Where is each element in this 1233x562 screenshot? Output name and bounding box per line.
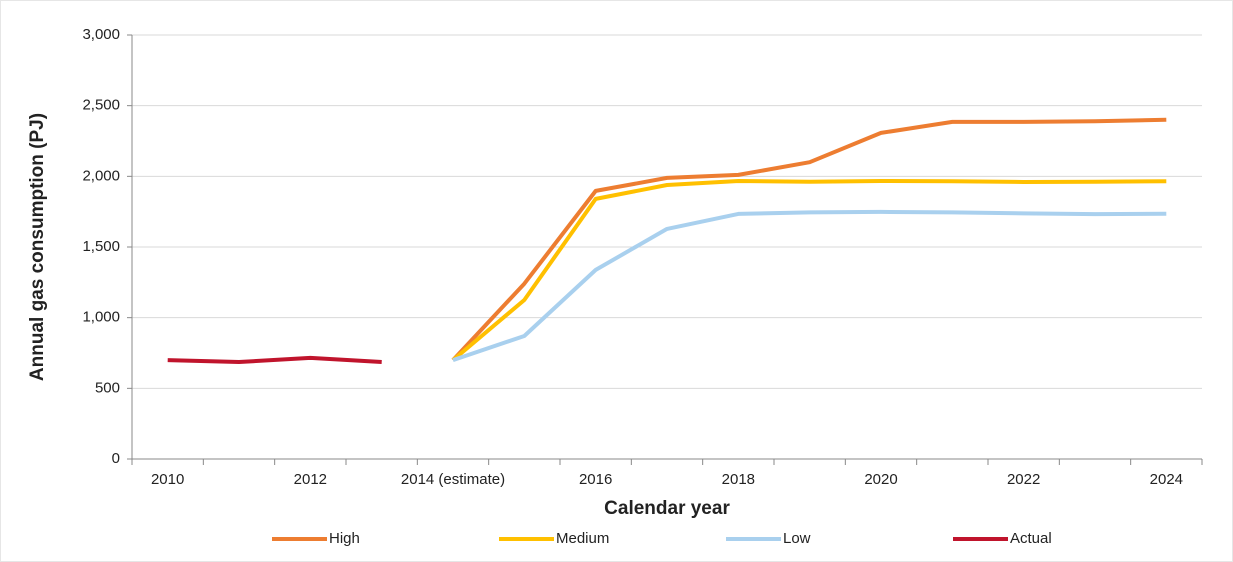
y-tick-label: 3,000 bbox=[82, 26, 120, 43]
y-tick-label: 1,500 bbox=[82, 238, 120, 255]
x-tick-label: 2014 (estimate) bbox=[401, 471, 505, 488]
x-tick-label: 2024 bbox=[1150, 471, 1183, 488]
x-tick-label: 2016 bbox=[579, 471, 612, 488]
y-tick-label: 500 bbox=[95, 379, 120, 396]
x-tick-label: 2018 bbox=[722, 471, 755, 488]
y-tick-label: 1,000 bbox=[82, 309, 120, 326]
x-tick-label: 2010 bbox=[151, 471, 184, 488]
legend-label: Actual bbox=[1010, 530, 1052, 547]
legend-label: High bbox=[329, 530, 360, 547]
series-line bbox=[451, 117, 1167, 362]
series-line bbox=[452, 209, 1167, 362]
x-tick-label: 2012 bbox=[294, 471, 327, 488]
y-tick-label: 2,000 bbox=[82, 167, 120, 184]
x-axis-title: Calendar year bbox=[604, 498, 730, 519]
y-axis-title: Annual gas consumption (PJ) bbox=[27, 113, 48, 381]
series-line bbox=[451, 179, 1167, 362]
y-tick-label: 0 bbox=[112, 450, 120, 467]
y-tick-label: 2,500 bbox=[82, 97, 120, 114]
x-tick-label: 2022 bbox=[1007, 471, 1040, 488]
legend-label: Low bbox=[783, 530, 811, 547]
legend-label: Medium bbox=[556, 530, 609, 547]
series-line bbox=[167, 355, 382, 364]
x-tick-label: 2020 bbox=[864, 471, 897, 488]
